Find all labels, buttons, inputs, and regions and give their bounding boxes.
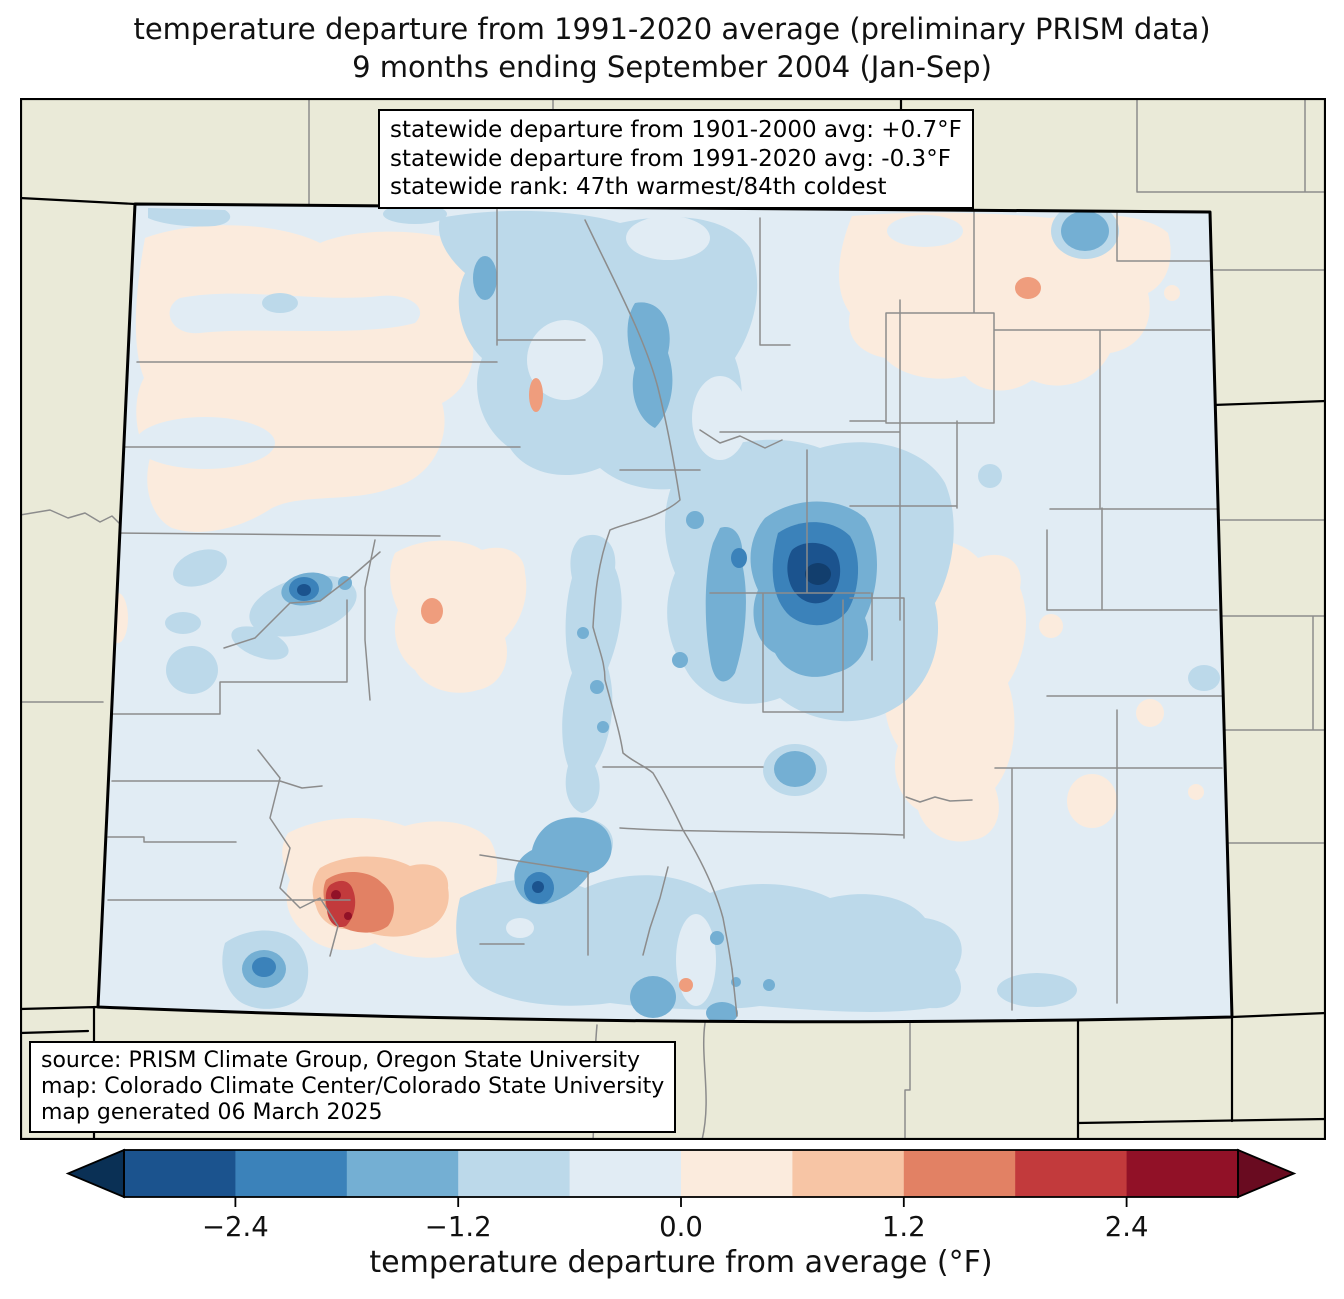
colorbar-tick-label: −1.2: [425, 1211, 492, 1243]
figure-title-line1: temperature departure from 1991-2020 ave…: [133, 12, 1211, 46]
stats-line-rank: statewide rank: 47th warmest/84th coldes…: [390, 174, 887, 200]
san-luis-warm-anomaly: [312, 277, 1041, 992]
figure-title: temperature departure from 1991-2020 ave…: [0, 10, 1344, 86]
map-generated-line: map generated 06 March 2025: [41, 1100, 383, 1125]
colorbar-axis-label: temperature departure from average (°F): [369, 1245, 993, 1280]
neutral-veins: [135, 215, 963, 469]
map-frame: [20, 98, 1326, 1140]
colorbar: −2.4 −1.2 0.0 1.2 2.4: [65, 1148, 1297, 1243]
colorado-county-lines: [107, 207, 1223, 1017]
colorado-anomaly-map: [20, 98, 1326, 1140]
figure-title-line2: 9 months ending September 2004 (Jan-Sep): [352, 50, 992, 84]
stats-line-1991-2020: statewide departure from 1991-2020 avg: …: [390, 145, 951, 172]
colorbar-tick-label: 0.0: [659, 1211, 703, 1243]
colorbar-tick-label: −2.4: [202, 1211, 269, 1243]
colorbar-tick-label: 1.2: [882, 1211, 926, 1243]
stats-line-1901-2000: statewide departure from 1901-2000 avg: …: [390, 117, 962, 143]
map-credit-line: map: Colorado Climate Center/Colorado St…: [41, 1074, 665, 1099]
source-line: source: PRISM Climate Group, Oregon Stat…: [41, 1048, 641, 1073]
cold-anomaly-core: [805, 563, 831, 585]
colorado-state-border: [96, 202, 1234, 1024]
source-attribution-box: source: PRISM Climate Group, Oregon Stat…: [29, 1041, 677, 1133]
statewide-stats-box: statewide departure from 1901-2000 avg: …: [378, 109, 974, 209]
colorbar-tick-label: 2.4: [1105, 1211, 1149, 1243]
